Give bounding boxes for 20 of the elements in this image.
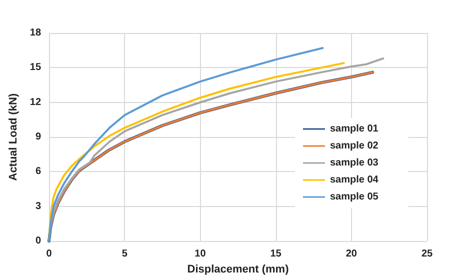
y-tick-label: 6	[35, 166, 42, 178]
x-tick-label: 0	[46, 248, 52, 260]
x-tick-label: 25	[421, 248, 433, 260]
y-tick-label: 9	[35, 132, 42, 143]
y-tick-label: 12	[30, 96, 42, 108]
legend-label: sample 05	[330, 192, 379, 202]
x-tick-label: 15	[270, 248, 282, 260]
y-tick-label: 15	[30, 62, 42, 74]
x-tick-label: 5	[122, 248, 128, 260]
x-axis-title: Displacement (mm)	[187, 264, 290, 276]
x-tick-label: 20	[346, 248, 358, 260]
y-axis-title: Actual Load (kN)	[8, 93, 20, 181]
x-tick-label: 10	[194, 248, 206, 260]
y-tick-label: 18	[30, 28, 42, 38]
legend-label: sample 02	[330, 140, 379, 152]
legend-label: sample 04	[330, 174, 379, 186]
y-tick-label: 3	[35, 200, 42, 212]
legend-label: sample 03	[330, 158, 379, 168]
y-tick-label: 0	[35, 236, 42, 247]
legend-label: sample 01	[330, 124, 379, 134]
